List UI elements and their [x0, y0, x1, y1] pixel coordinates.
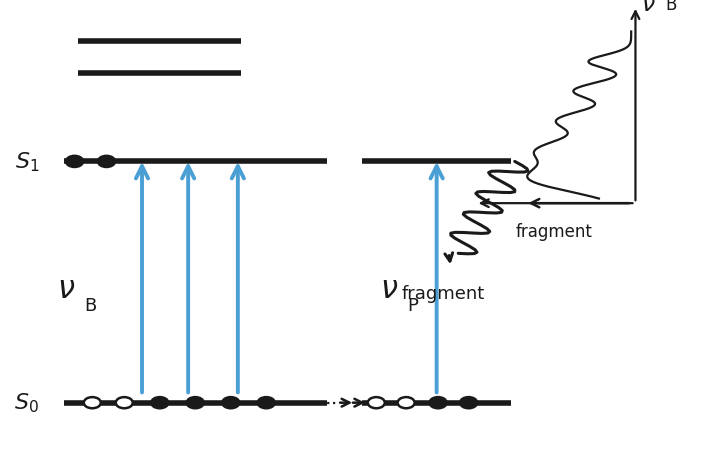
Circle shape	[460, 397, 477, 408]
Text: P: P	[407, 297, 417, 314]
Text: fragment: fragment	[515, 222, 592, 240]
Circle shape	[222, 397, 239, 408]
Circle shape	[66, 156, 83, 168]
Circle shape	[84, 397, 101, 408]
Circle shape	[368, 397, 385, 408]
Circle shape	[151, 397, 168, 408]
Circle shape	[116, 397, 133, 408]
Text: fragment: fragment	[402, 285, 486, 303]
Text: $S_1$: $S_1$	[14, 150, 39, 174]
Text: B: B	[665, 0, 677, 14]
Text: $\nu$: $\nu$	[57, 274, 75, 305]
Circle shape	[258, 397, 275, 408]
Circle shape	[98, 156, 115, 168]
Text: $\nu$: $\nu$	[641, 0, 656, 16]
Circle shape	[187, 397, 204, 408]
Circle shape	[398, 397, 415, 408]
Text: $\nu$: $\nu$	[380, 274, 398, 305]
Text: $S_0$: $S_0$	[14, 391, 39, 414]
Circle shape	[430, 397, 447, 408]
Text: B: B	[84, 297, 96, 314]
